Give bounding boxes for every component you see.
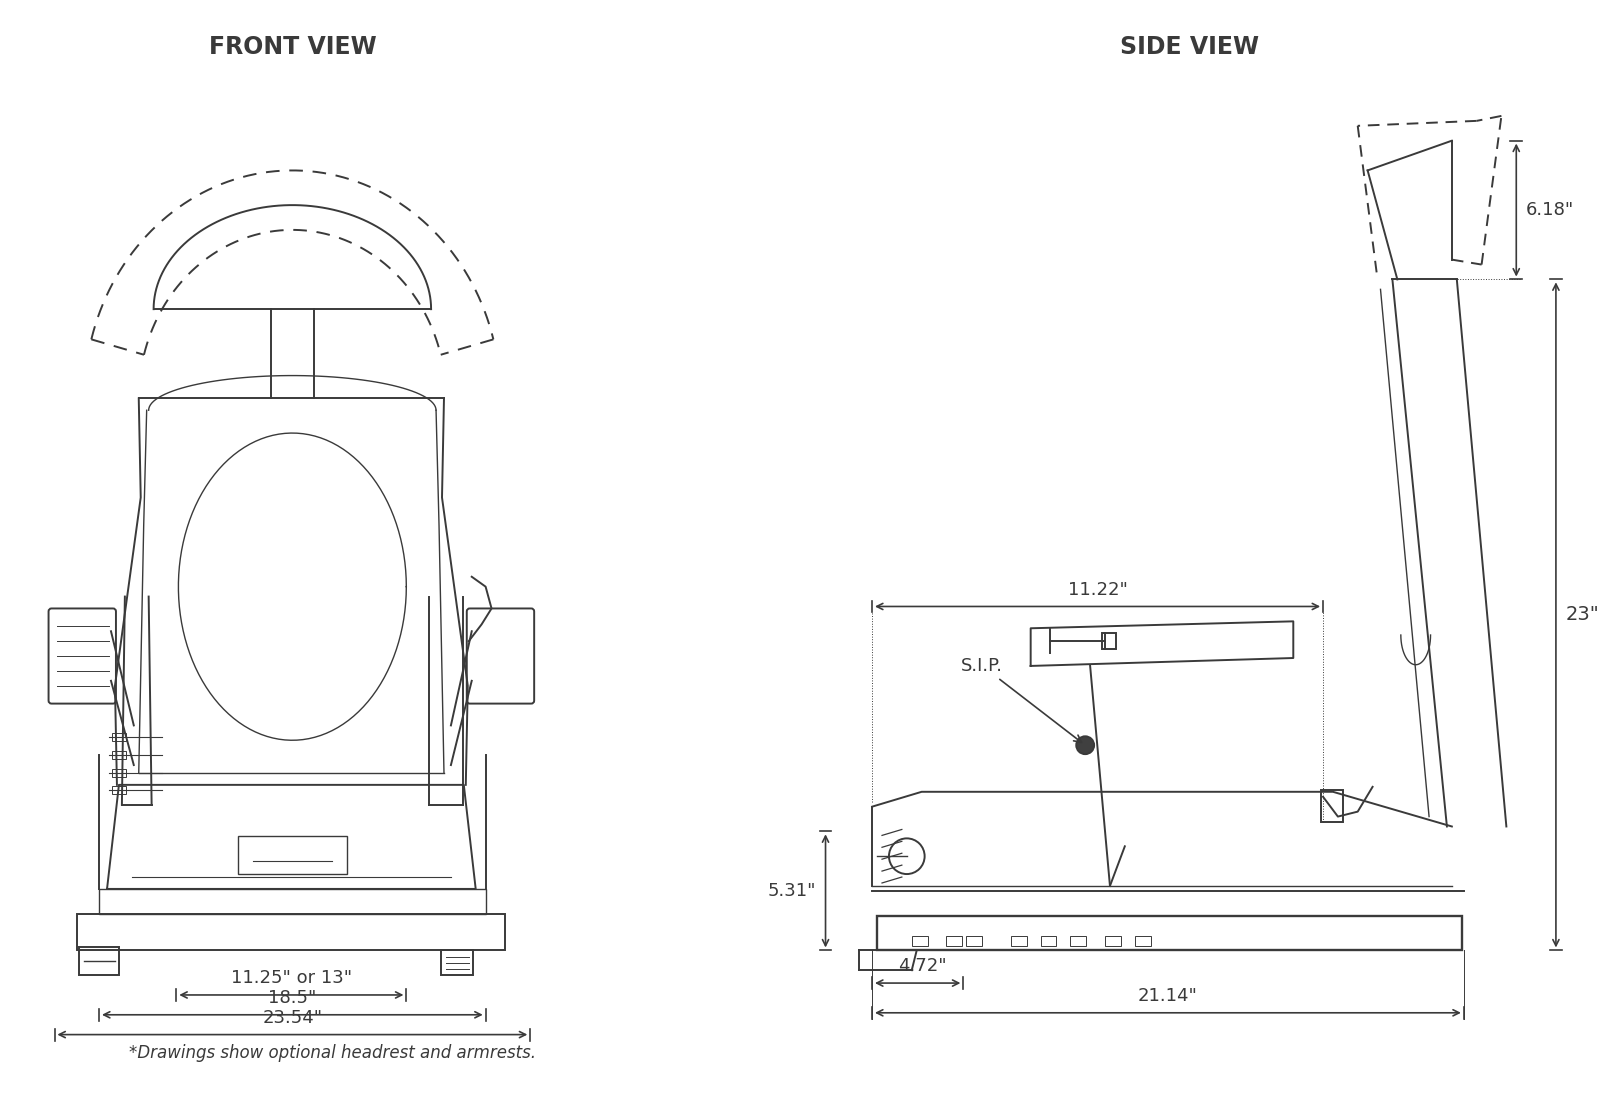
Bar (112, 733, 126, 742)
Bar (877, 916, 1462, 950)
Text: 18.5": 18.5" (269, 988, 317, 1007)
Bar (912, 937, 928, 947)
Bar (1102, 633, 1115, 649)
Bar (112, 751, 126, 759)
Circle shape (1077, 736, 1094, 754)
Bar (1040, 937, 1056, 947)
Bar (112, 769, 126, 777)
Bar (442, 950, 472, 975)
Text: 21.14": 21.14" (1138, 987, 1198, 1005)
Bar (1011, 937, 1027, 947)
Text: 6.18": 6.18" (1526, 201, 1574, 219)
Text: 23": 23" (1566, 606, 1600, 624)
Bar (1134, 937, 1150, 947)
Bar (238, 836, 347, 874)
Text: 4.72": 4.72" (898, 958, 947, 975)
Bar (112, 785, 126, 794)
Text: SIDE VIEW: SIDE VIEW (1120, 34, 1259, 58)
Text: FRONT VIEW: FRONT VIEW (208, 34, 376, 58)
Bar (947, 937, 962, 947)
Bar (80, 948, 118, 975)
Text: 5.31": 5.31" (766, 882, 816, 900)
Text: S.I.P.: S.I.P. (962, 657, 1082, 743)
Text: 11.22": 11.22" (1067, 580, 1128, 599)
Bar (99, 889, 486, 914)
Bar (77, 914, 506, 950)
Bar (1106, 937, 1122, 947)
Bar (1322, 790, 1342, 822)
Text: 23.54": 23.54" (262, 1008, 323, 1027)
Bar (966, 937, 982, 947)
Text: *Drawings show optional headrest and armrests.: *Drawings show optional headrest and arm… (130, 1044, 536, 1062)
Bar (1070, 937, 1086, 947)
Text: 11.25" or 13": 11.25" or 13" (230, 969, 352, 987)
